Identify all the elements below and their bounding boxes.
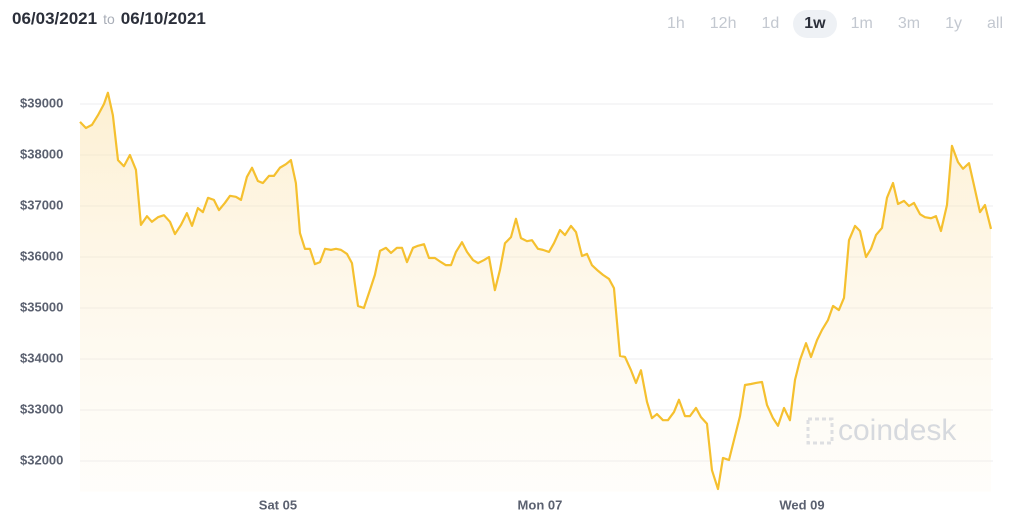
- y-tick-label: $37000: [20, 197, 63, 212]
- range-button[interactable]: all: [986, 15, 1003, 32]
- y-tick-label: $33000: [20, 401, 63, 416]
- y-tick-label: $39000: [20, 95, 63, 110]
- watermark-text: coindesk: [838, 414, 957, 447]
- range-button[interactable]: 3m: [897, 15, 921, 32]
- y-tick-label: $34000: [20, 350, 63, 365]
- range-button[interactable]: 1m: [850, 15, 873, 32]
- x-tick-label: Wed 09: [779, 497, 824, 512]
- range-button[interactable]: 1d: [761, 15, 780, 32]
- y-tick-label: $35000: [20, 299, 63, 314]
- watermark: coindesk: [806, 414, 957, 447]
- date-range: 06/03/2021 to 06/10/2021: [12, 9, 206, 29]
- watermark-icon: [806, 417, 834, 445]
- from-date: 06/03/2021: [12, 9, 98, 28]
- to-word: to: [103, 11, 115, 27]
- x-tick-label: Mon 07: [518, 497, 563, 512]
- range-button[interactable]: 1y: [945, 15, 962, 32]
- y-tick-label: $32000: [20, 452, 63, 467]
- range-button[interactable]: 12h: [709, 15, 737, 32]
- price-line: [79, 91, 993, 491]
- x-tick-label: Sat 05: [259, 497, 297, 512]
- y-tick-label: $36000: [20, 248, 63, 263]
- range-buttons: 1h 12h 1d 1w 1m 3m 1y all: [653, 10, 1014, 38]
- to-date: 06/10/2021: [120, 9, 206, 28]
- y-tick-label: $38000: [20, 146, 63, 161]
- range-button[interactable]: 1w: [793, 10, 837, 38]
- range-button[interactable]: 1h: [666, 15, 685, 32]
